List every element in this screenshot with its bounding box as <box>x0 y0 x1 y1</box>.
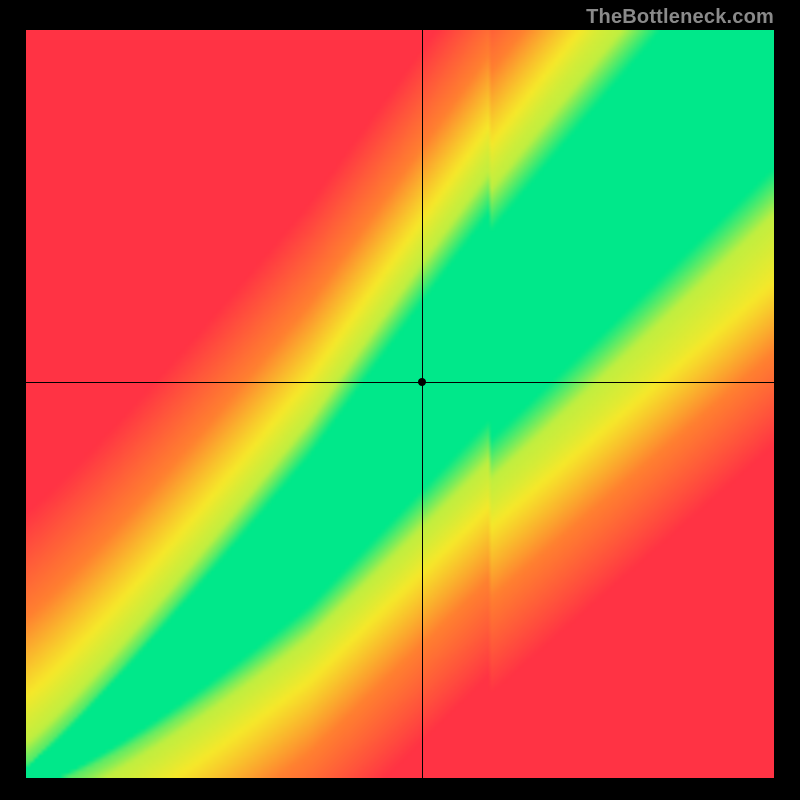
chart-container: TheBottleneck.com <box>0 0 800 800</box>
watermark-text: TheBottleneck.com <box>586 6 774 29</box>
heatmap-canvas <box>26 30 774 778</box>
